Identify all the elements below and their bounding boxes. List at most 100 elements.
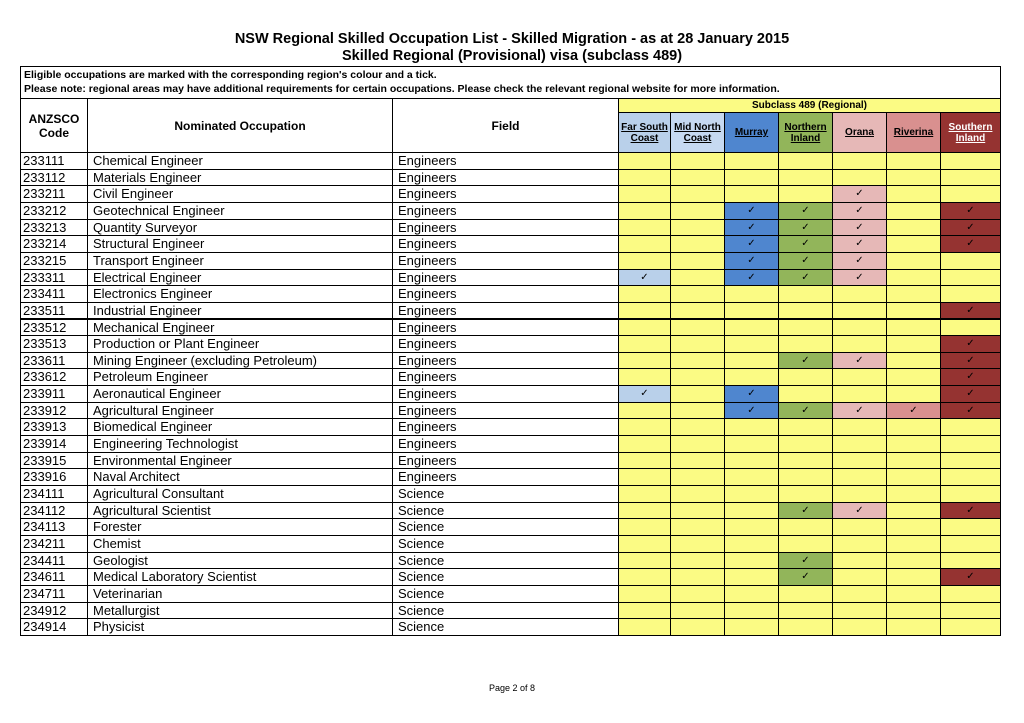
region-cell xyxy=(670,235,725,253)
occupation-cell: Aeronautical Engineer xyxy=(87,385,393,403)
field-cell: Engineers xyxy=(392,218,619,237)
region-cell xyxy=(670,584,725,603)
region-cell xyxy=(886,218,941,237)
field-cell: Science xyxy=(392,568,619,586)
region-cell: ✓ xyxy=(940,201,1001,220)
code-cell: 234112 xyxy=(20,501,88,520)
region-cell xyxy=(778,534,833,553)
region-cell xyxy=(778,601,833,620)
occupation-cell: Production or Plant Engineer xyxy=(87,335,393,353)
region-cell: ✓ xyxy=(940,401,1001,420)
region-cell xyxy=(670,218,725,237)
region-cell xyxy=(618,451,671,470)
region-cell xyxy=(724,485,779,503)
region-cell xyxy=(724,368,779,387)
region-cell xyxy=(940,451,1001,470)
region-cell: ✓ xyxy=(724,268,779,287)
code-cell: 233916 xyxy=(20,468,88,486)
code-cell: 233611 xyxy=(20,351,88,370)
region-cell xyxy=(778,301,833,320)
occupation-cell: Medical Laboratory Scientist xyxy=(87,568,393,586)
region-cell xyxy=(832,534,887,553)
region-cell xyxy=(940,485,1001,503)
region-cell: ✓ xyxy=(940,351,1001,370)
region-cell xyxy=(618,185,671,203)
region-cell xyxy=(618,435,671,453)
field-cell: Engineers xyxy=(392,152,619,170)
occupation-cell: Chemist xyxy=(87,534,393,553)
region-cell xyxy=(778,468,833,486)
region-cell xyxy=(670,568,725,586)
field-cell: Engineers xyxy=(392,401,619,420)
region-cell xyxy=(886,285,941,303)
region-cell: ✓ xyxy=(940,385,1001,403)
region-cell: ✓ xyxy=(832,401,887,420)
region-cell xyxy=(886,318,941,337)
region-cell xyxy=(778,185,833,203)
region-cell: ✓ xyxy=(778,251,833,270)
region-cell xyxy=(940,435,1001,453)
region-cell xyxy=(618,318,671,337)
code-cell: 233211 xyxy=(20,185,88,203)
region-cell xyxy=(832,618,887,636)
region-cell xyxy=(832,152,887,170)
header-cell: Nominated Occupation xyxy=(87,98,393,153)
region-cell xyxy=(940,168,1001,187)
region-cell xyxy=(940,518,1001,536)
region-cell xyxy=(886,168,941,187)
region-cell: ✓ xyxy=(778,401,833,420)
code-cell: 233915 xyxy=(20,451,88,470)
region-cell xyxy=(724,318,779,337)
region-cell xyxy=(724,468,779,486)
region-cell xyxy=(940,285,1001,303)
region-cell: ✓ xyxy=(940,335,1001,353)
region-cell xyxy=(886,235,941,253)
region-cell xyxy=(940,185,1001,203)
region-cell xyxy=(670,451,725,470)
region-cell: ✓ xyxy=(778,568,833,586)
group-header: Subclass 489 (Regional) xyxy=(618,98,1001,113)
region-cell xyxy=(778,152,833,170)
region-cell xyxy=(670,418,725,437)
region-header: Riverina xyxy=(886,112,941,153)
note: Please note: regional areas may have add… xyxy=(24,83,780,95)
field-cell: Engineers xyxy=(392,468,619,486)
code-cell: 233512 xyxy=(20,318,88,337)
region-cell xyxy=(618,568,671,586)
region-cell xyxy=(886,518,941,536)
region-cell xyxy=(670,501,725,520)
note: Eligible occupations are marked with the… xyxy=(24,69,437,81)
region-cell xyxy=(724,568,779,586)
region-cell xyxy=(670,201,725,220)
region-cell xyxy=(724,501,779,520)
region-cell xyxy=(832,435,887,453)
code-cell: 233213 xyxy=(20,218,88,237)
region-cell: ✓ xyxy=(778,235,833,253)
occupation-cell: Petroleum Engineer xyxy=(87,368,393,387)
region-cell xyxy=(886,568,941,586)
region-cell: ✓ xyxy=(724,235,779,253)
field-cell: Science xyxy=(392,584,619,603)
field-cell: Science xyxy=(392,551,619,570)
region-cell xyxy=(886,584,941,603)
region-cell xyxy=(778,485,833,503)
code-cell: 233912 xyxy=(20,401,88,420)
region-cell xyxy=(670,335,725,353)
field-cell: Engineers xyxy=(392,201,619,220)
region-cell xyxy=(940,418,1001,437)
code-cell: 234411 xyxy=(20,551,88,570)
region-cell xyxy=(940,468,1001,486)
region-cell: ✓ xyxy=(618,268,671,287)
occupation-cell: Transport Engineer xyxy=(87,251,393,270)
occupation-cell: Agricultural Engineer xyxy=(87,401,393,420)
code-cell: 233111 xyxy=(20,152,88,170)
region-cell: ✓ xyxy=(724,401,779,420)
region-cell xyxy=(886,451,941,470)
region-cell xyxy=(940,584,1001,603)
region-cell xyxy=(778,618,833,636)
code-cell: 234111 xyxy=(20,485,88,503)
region-cell xyxy=(778,518,833,536)
region-cell xyxy=(940,152,1001,170)
occupation-cell: Physicist xyxy=(87,618,393,636)
region-cell xyxy=(618,285,671,303)
